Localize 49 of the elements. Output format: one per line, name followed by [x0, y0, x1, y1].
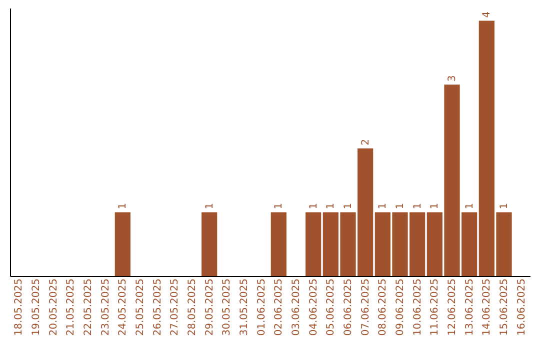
bar [270, 212, 286, 276]
x-tick-label: 04.06.2025 [308, 278, 320, 336]
x-tick-label: 06.06.2025 [343, 278, 354, 336]
data-label: 1 [274, 202, 285, 210]
data-label: 2 [360, 139, 372, 146]
x-tick-label: 02.06.2025 [274, 278, 285, 336]
x-tick-label: 12.06.2025 [447, 278, 458, 336]
bar [114, 212, 130, 276]
x-tick-label: 08.06.2025 [378, 278, 389, 336]
x-tick-label: 26.05.2025 [152, 278, 164, 336]
data-label: 4 [482, 11, 493, 18]
x-tick-label: 31.05.2025 [239, 278, 250, 336]
x-tick-label: 24.05.2025 [118, 278, 129, 336]
x-tick-label: 19.05.2025 [31, 278, 42, 336]
x-tick-label: 07.06.2025 [360, 278, 372, 336]
x-tick-label: 27.05.2025 [170, 278, 181, 336]
data-label: 1 [378, 202, 389, 210]
x-tick-label: 10.06.2025 [412, 278, 424, 336]
data-label: 1 [308, 202, 320, 210]
x-tick-label: 22.05.2025 [83, 278, 94, 336]
x-tick-label: 01.06.2025 [256, 278, 268, 336]
x-tick-label: 23.05.2025 [100, 278, 112, 336]
x-tick-label: 05.06.2025 [326, 278, 337, 336]
data-label: 1 [395, 202, 406, 210]
x-tick-label: 14.06.2025 [482, 278, 493, 336]
data-label: 1 [430, 202, 441, 210]
bar [202, 212, 218, 276]
x-tick-label: 21.05.2025 [66, 278, 77, 336]
x-tick-label: 09.06.2025 [395, 278, 406, 336]
x-tick-label: 03.06.2025 [291, 278, 302, 336]
data-label: 3 [447, 75, 458, 82]
x-tick-label: 18.05.2025 [14, 278, 25, 336]
x-tick-label: 15.06.2025 [499, 278, 510, 336]
x-tick-label: 20.05.2025 [48, 278, 60, 336]
data-label: 1 [499, 202, 510, 210]
x-tick-label: 30.05.2025 [222, 278, 233, 336]
x-tick-label: 13.06.2025 [464, 278, 476, 336]
x-tick-label: 29.05.2025 [204, 278, 216, 336]
data-label: 1 [326, 202, 337, 210]
x-tick-label: 28.05.2025 [187, 278, 198, 336]
data-label: 1 [343, 202, 354, 210]
data-label: 1 [464, 202, 476, 210]
data-label: 1 [412, 202, 424, 210]
x-tick-label: 16.06.2025 [516, 278, 528, 336]
data-label: 1 [118, 202, 129, 210]
x-tick-label: 11.06.2025 [430, 278, 441, 336]
bar [306, 212, 322, 276]
x-tick-label: 25.05.2025 [135, 278, 146, 336]
data-label: 1 [204, 202, 216, 210]
